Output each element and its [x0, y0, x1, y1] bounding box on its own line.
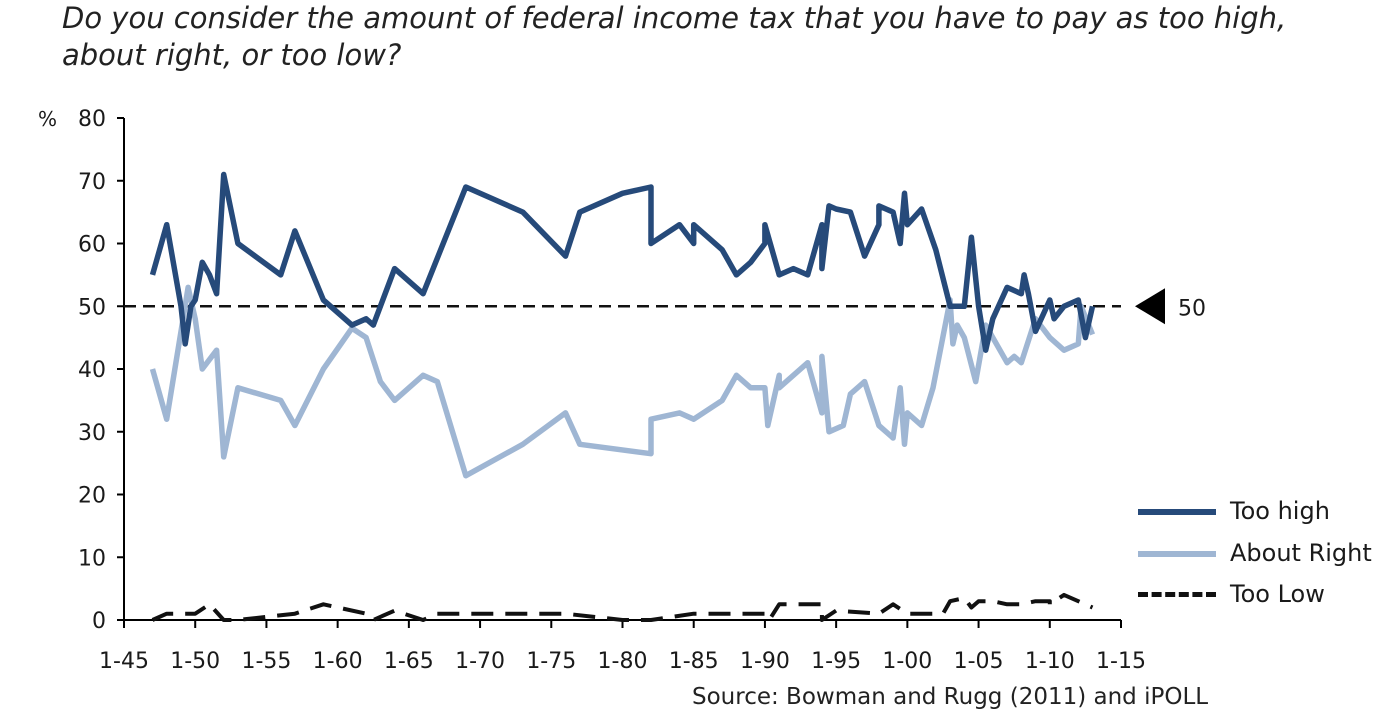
reference-arrow-marker: [1135, 288, 1165, 325]
source-note: Source: Bowman and Rugg (2011) and iPOLL: [692, 684, 1209, 710]
series-line-about-right: [149, 284, 1096, 479]
legend-swatch-about-right: [1138, 551, 1216, 557]
x-tick-label: 1-55: [241, 649, 291, 674]
x-tick-label: 1-45: [99, 649, 149, 674]
x-tick-label: 1-60: [313, 649, 363, 674]
legend-item-too-high: Too high: [1138, 494, 1388, 528]
series-group: [149, 171, 1096, 622]
y-axis-label: %: [38, 107, 57, 131]
y-tick-label: 10: [78, 546, 106, 571]
x-tick-label: 1-85: [669, 649, 719, 674]
reference-label: 50: [1178, 296, 1206, 321]
y-tick-label: 50: [78, 295, 106, 320]
x-tick-label: 1-65: [384, 649, 434, 674]
legend-swatch-too-low: [1138, 592, 1216, 597]
y-tick-label: 60: [78, 233, 106, 258]
legend-item-about-right: About Right: [1138, 536, 1388, 570]
x-tick-label: 1-95: [811, 649, 861, 674]
reference-line: 50: [124, 288, 1206, 325]
x-tick-label: 1-50: [170, 649, 220, 674]
legend-label-too-low: Too Low: [1230, 580, 1325, 608]
y-tick-label: 30: [78, 421, 106, 446]
legend-item-too-low: Too Low: [1138, 577, 1388, 611]
x-tick-label: 1-80: [598, 649, 648, 674]
legend-label-too-high: Too high: [1230, 497, 1330, 525]
series-line-too-low: [151, 592, 1094, 622]
y-tick-label: 80: [78, 107, 106, 132]
series-line-too-high: [149, 171, 1096, 353]
x-tick-label: 1-10: [1025, 649, 1075, 674]
legend-label-about-right: About Right: [1230, 539, 1372, 567]
x-tick-label: 1-00: [882, 649, 932, 674]
y-tick-label: 20: [78, 484, 106, 509]
x-tick-label: 1-70: [455, 649, 505, 674]
chart-title: Do you consider the amount of federal in…: [62, 1, 1287, 72]
x-tick-label: 1-05: [954, 649, 1004, 674]
x-tick-label: 1-75: [526, 649, 576, 674]
y-tick-label: 40: [78, 358, 106, 383]
axes: 0 10 20 30 40 50 60 70 80% 1-45 1-50 1-55 1-60 1-65 1-…: [38, 107, 1146, 674]
y-tick-label: 70: [78, 170, 106, 195]
y-tick-label: 0: [92, 609, 106, 634]
x-tick-label: 1-15: [1096, 649, 1146, 674]
x-tick-label: 1-90: [740, 649, 790, 674]
legend-swatch-too-high: [1138, 509, 1216, 515]
